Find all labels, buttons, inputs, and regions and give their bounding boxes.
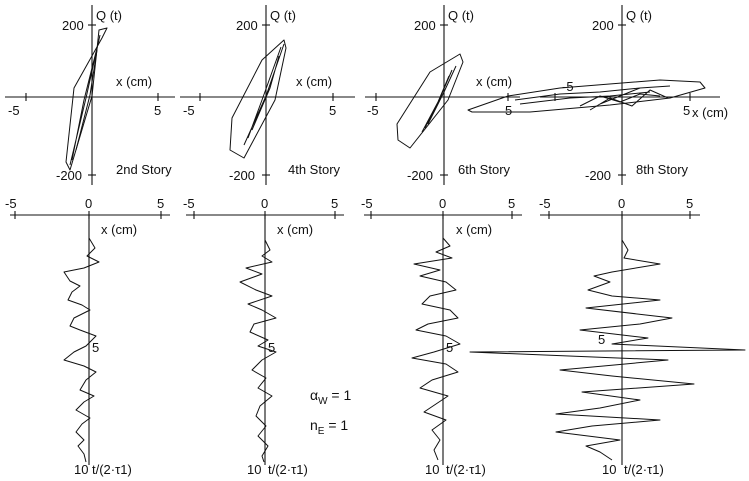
panel-title: 2nd Story bbox=[116, 162, 172, 177]
x-tick-label: 0 bbox=[85, 196, 92, 211]
y-tick-label: 200 bbox=[414, 18, 436, 33]
y-tick-label: 200 bbox=[592, 18, 614, 33]
time-history-trace bbox=[469, 239, 746, 461]
time-history-panel-4th: -5 0 5 x (cm) 5 10 t/(2·τ1) bbox=[183, 196, 344, 477]
x-axis-label: x (cm) bbox=[692, 105, 728, 120]
t-axis-label: t/(2·τ1) bbox=[624, 462, 664, 477]
t-tick-label: 10 bbox=[425, 462, 439, 477]
panel-title: 8th Story bbox=[636, 162, 689, 177]
n-e-label: nE = 1 bbox=[310, 417, 348, 437]
alpha-w-label: αW = 1 bbox=[310, 387, 352, 407]
t-axis-label: t/(2·τ1) bbox=[92, 462, 132, 477]
time-history-panel-6th: -5 0 5 x (cm) 5 10 t/(2·τ1) bbox=[361, 196, 522, 477]
panel-title: 4th Story bbox=[288, 162, 341, 177]
x-axis-label: x (cm) bbox=[476, 74, 512, 89]
hysteresis-inner-loop bbox=[69, 34, 101, 166]
hysteresis-panel-6th: Q (t) 200 -200 x (cm) -5 5 6th Story bbox=[365, 5, 520, 185]
x-axis-label: x (cm) bbox=[456, 222, 492, 237]
y-tick-label: -200 bbox=[56, 168, 82, 183]
x-tick-label: 5 bbox=[157, 196, 164, 211]
x-tick-label: 0 bbox=[439, 196, 446, 211]
y-tick-label: -200 bbox=[407, 168, 433, 183]
t-tick-label: 5 bbox=[598, 332, 605, 347]
hysteresis-panel-4th: Q (t) 200 -200 x (cm) -5 5 4th Story bbox=[180, 5, 355, 185]
y-tick-label: 200 bbox=[236, 18, 258, 33]
y-tick-label: -200 bbox=[585, 168, 611, 183]
x-tick-label: 0 bbox=[261, 196, 268, 211]
y-tick-label: 200 bbox=[62, 18, 84, 33]
x-tick-label: 5 bbox=[686, 196, 693, 211]
time-history-panel-2nd: -5 0 5 x (cm) 5 10 t/(2·τ1) bbox=[5, 196, 170, 477]
x-tick-label: 5 bbox=[329, 103, 336, 118]
hysteresis-inner-loop bbox=[421, 65, 457, 133]
t-axis-label: t/(2·τ1) bbox=[268, 462, 308, 477]
x-tick-label: 5 bbox=[508, 196, 515, 211]
hysteresis-outer-loop bbox=[467, 79, 706, 113]
y-axis-label: Q (t) bbox=[626, 8, 652, 23]
x-tick-label: 5 bbox=[505, 103, 512, 118]
x-tick-label: 5 bbox=[683, 103, 690, 118]
y-tick-label: -200 bbox=[229, 168, 255, 183]
x-tick-label: 5 bbox=[331, 196, 338, 211]
x-axis-label: x (cm) bbox=[101, 222, 137, 237]
hysteresis-inner-loop bbox=[514, 85, 671, 111]
hysteresis-panel-8th: Q (t) 200 -200 x (cm) -5 5 8th Story bbox=[467, 5, 728, 185]
x-tick-label: 0 bbox=[618, 196, 625, 211]
t-tick-label: 10 bbox=[74, 462, 88, 477]
y-axis-label: Q (t) bbox=[96, 8, 122, 23]
x-tick-label: -5 bbox=[562, 79, 574, 94]
hysteresis-outer-loop bbox=[229, 39, 287, 159]
parameter-annotation: αW = 1 nE = 1 bbox=[310, 387, 352, 437]
y-axis-label: Q (t) bbox=[448, 8, 474, 23]
x-tick-label: -5 bbox=[361, 196, 373, 211]
t-tick-label: 5 bbox=[92, 340, 99, 355]
x-axis-label: x (cm) bbox=[277, 222, 313, 237]
time-history-panel-8th: -5 0 5 5 10 t/(2·τ1) bbox=[469, 196, 746, 477]
hysteresis-outer-loop bbox=[396, 53, 464, 149]
panel-title: 6th Story bbox=[458, 162, 511, 177]
t-tick-label: 10 bbox=[247, 462, 261, 477]
x-tick-label: -5 bbox=[5, 196, 17, 211]
hysteresis-outer-loop bbox=[65, 27, 108, 171]
hysteresis-inner-loop bbox=[243, 43, 285, 146]
x-tick-label: -5 bbox=[183, 196, 195, 211]
time-history-trace bbox=[411, 237, 461, 461]
hysteresis-panel-2nd: Q (t) 200 -200 x (cm) -5 5 2nd Story bbox=[5, 5, 175, 185]
t-tick-label: 5 bbox=[268, 340, 275, 355]
x-tick-label: -5 bbox=[367, 103, 379, 118]
t-axis-label: t/(2·τ1) bbox=[446, 462, 486, 477]
t-tick-label: 10 bbox=[602, 462, 616, 477]
time-history-trace bbox=[239, 239, 277, 463]
x-tick-label: -5 bbox=[183, 103, 195, 118]
time-history-trace bbox=[63, 237, 100, 463]
x-tick-label: -5 bbox=[8, 103, 20, 118]
y-axis-label: Q (t) bbox=[270, 8, 296, 23]
x-axis-label: x (cm) bbox=[296, 74, 332, 89]
x-tick-label: -5 bbox=[539, 196, 551, 211]
x-axis-label: x (cm) bbox=[116, 74, 152, 89]
x-tick-label: 5 bbox=[154, 103, 161, 118]
